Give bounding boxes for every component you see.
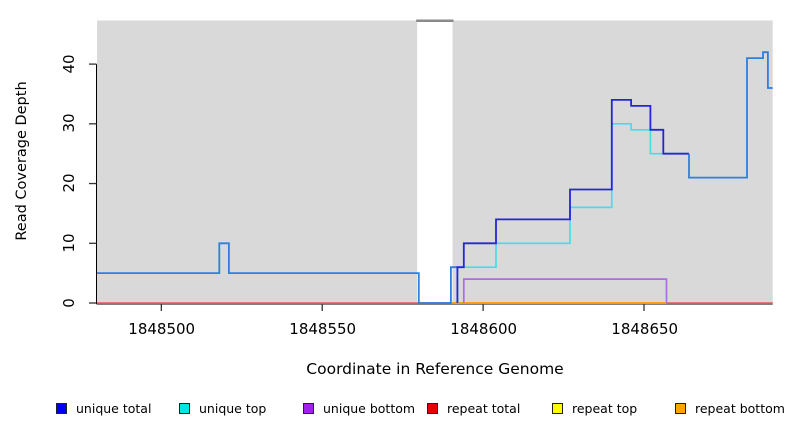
series-total-coverage-right — [688, 51, 773, 179]
x-tick-label-1848550: 1848550 — [289, 320, 357, 338]
legend-item-repeat-total: repeat total — [427, 399, 520, 417]
coverage-gap-cap — [416, 19, 454, 22]
legend-label: repeat top — [572, 400, 638, 416]
unique-total-swatch-icon — [56, 402, 67, 414]
legend-item-unique-total: unique total — [56, 399, 151, 417]
y-tick-label-40: 40 — [60, 54, 78, 74]
y-tick-label-0: 0 — [60, 297, 78, 308]
y-tick-label-30: 30 — [60, 113, 78, 133]
x-tick-label-1848600: 1848600 — [450, 320, 518, 338]
unique-top-swatch-icon — [179, 402, 190, 414]
legend-label: unique bottom — [323, 400, 416, 416]
plot-area — [89, 19, 773, 311]
x-tick-label-1848650: 1848650 — [611, 320, 679, 338]
legend-item-unique-top: unique top — [179, 399, 266, 417]
unique-bottom-swatch-icon — [303, 402, 314, 414]
repeat-total-swatch-icon — [427, 402, 438, 414]
legend-item-repeat-top: repeat top — [552, 399, 637, 417]
coverage-gap-band — [417, 20, 453, 303]
y-axis-title: Read Coverage Depth — [14, 81, 30, 241]
legend-item-unique-bottom: unique bottom — [303, 399, 415, 417]
legend-label: unique top — [199, 400, 267, 416]
x-axis-title: Coordinate in Reference Genome — [306, 360, 564, 378]
y-tick-label-10: 10 — [60, 233, 78, 253]
repeat-bottom-swatch-icon — [675, 402, 686, 414]
legend-label: unique total — [76, 400, 152, 416]
y-tick-label-20: 20 — [60, 173, 78, 193]
legend-item-repeat-bottom: repeat bottom — [675, 399, 785, 417]
series-unique-total — [456, 99, 689, 303]
x-tick-label-1848500: 1848500 — [128, 320, 196, 338]
legend-label: repeat bottom — [695, 400, 785, 416]
series-unique-bottom — [462, 278, 668, 303]
series-total-coverage-left — [97, 242, 458, 304]
repeat-top-swatch-icon — [552, 402, 563, 414]
legend-label: repeat total — [447, 400, 521, 416]
legend: unique total unique top unique bottom re… — [0, 399, 792, 423]
